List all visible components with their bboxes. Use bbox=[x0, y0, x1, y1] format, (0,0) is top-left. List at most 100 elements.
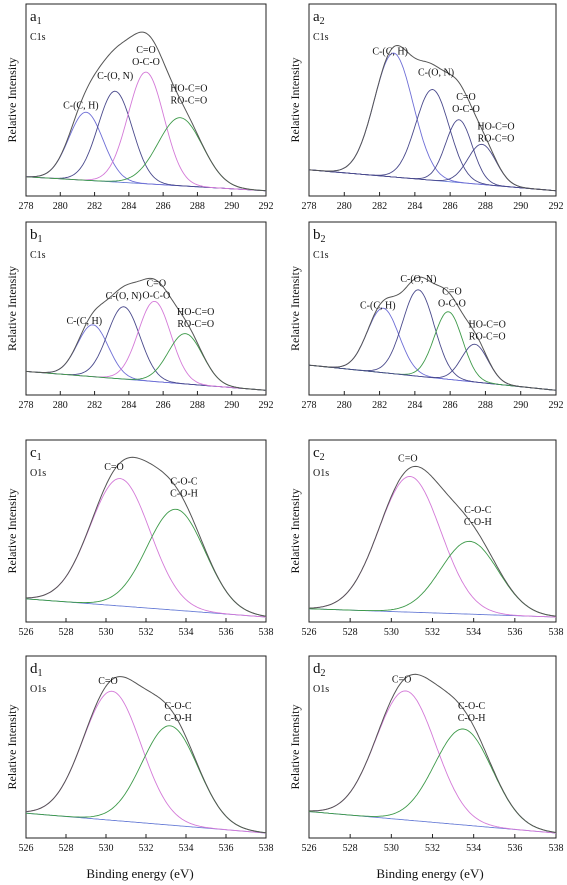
panel-c2: 526 528 530 532 534 536 538 c2 O1s Relative Inten… bbox=[288, 439, 564, 638]
x-tick-label: 538 bbox=[549, 627, 564, 638]
peak-curve-1 bbox=[309, 690, 557, 834]
x-tick-label: 532 bbox=[139, 627, 154, 638]
x-tick-label: 534 bbox=[466, 627, 481, 638]
peak-annotation: RO-C=O bbox=[469, 331, 506, 342]
x-tick-label: 292 bbox=[549, 400, 564, 411]
panel-label-subscript: 2 bbox=[320, 452, 325, 463]
peak-annotation: C-(C, H) bbox=[63, 101, 99, 112]
peak-curve-2 bbox=[308, 289, 557, 391]
x-tick-label: 292 bbox=[259, 400, 274, 411]
panel-label: a2 bbox=[313, 9, 325, 27]
peak-curve-2 bbox=[309, 540, 557, 617]
x-tick-label: 280 bbox=[53, 201, 68, 212]
x-tick-label: 286 bbox=[156, 201, 171, 212]
envelope-curve bbox=[25, 277, 267, 391]
y-axis-label: Relative Intensity bbox=[288, 58, 302, 143]
x-tick-label: 528 bbox=[343, 627, 358, 638]
x-tick-label: 534 bbox=[179, 627, 194, 638]
panel-label-subscript: 1 bbox=[38, 668, 43, 679]
peak-annotation: HO-C=O bbox=[170, 83, 207, 94]
x-tick-label: 286 bbox=[156, 400, 171, 411]
panel-label-subscript: 1 bbox=[38, 234, 43, 245]
y-axis-label: Relative Intensity bbox=[5, 489, 19, 574]
x-tick-label: 288 bbox=[190, 201, 205, 212]
peak-annotation: O-C-O bbox=[438, 298, 466, 309]
core-level-label: C1s bbox=[30, 32, 46, 43]
peak-annotation: C=O bbox=[104, 462, 124, 473]
core-level-label: C1s bbox=[313, 250, 329, 261]
x-tick-label: 286 bbox=[443, 201, 458, 212]
panel-label: b2 bbox=[313, 227, 326, 245]
peak-curve-1 bbox=[308, 476, 556, 618]
plot-frame bbox=[308, 221, 557, 396]
core-level-label: O1s bbox=[313, 468, 329, 479]
plot-frame bbox=[308, 3, 557, 197]
x-tick-label: 290 bbox=[224, 400, 239, 411]
x-tick-label: 530 bbox=[99, 627, 114, 638]
envelope-curve bbox=[309, 673, 557, 833]
peak-curve-4 bbox=[308, 343, 557, 391]
x-tick-label: 538 bbox=[549, 843, 564, 854]
panel-a1: 278 280 282 284 286 288 290 292 a1 C1s Relative In… bbox=[5, 3, 274, 212]
x-tick-label: 528 bbox=[343, 843, 358, 854]
y-axis-label: Relative Intensity bbox=[288, 705, 302, 790]
x-tick-label: 284 bbox=[407, 201, 422, 212]
y-axis-label: Relative Intensity bbox=[5, 266, 19, 351]
x-tick-label: 290 bbox=[224, 201, 239, 212]
x-tick-label: 284 bbox=[121, 201, 136, 212]
x-tick-label: 532 bbox=[425, 627, 440, 638]
panel-label: c2 bbox=[313, 445, 325, 463]
peak-annotation: HO-C=O bbox=[177, 307, 214, 318]
peak-annotation: C=O bbox=[136, 45, 156, 56]
plot-frame bbox=[25, 655, 267, 839]
peak-annotation: C-(O, N) bbox=[106, 291, 142, 302]
peak-curve-2 bbox=[25, 90, 267, 192]
x-tick-label: 284 bbox=[121, 400, 136, 411]
envelope-curve bbox=[25, 676, 267, 834]
figure-x-label: Binding energy (eV) bbox=[86, 866, 193, 881]
core-level-label: O1s bbox=[313, 684, 329, 695]
peak-annotation: C-(C, H) bbox=[372, 47, 408, 58]
core-level-label: C1s bbox=[30, 250, 46, 261]
peak-curve-2 bbox=[25, 508, 267, 617]
peak-annotation: O-C-O bbox=[142, 290, 170, 301]
y-axis-label: Relative Intensity bbox=[5, 58, 19, 143]
peak-annotation: C-O-H bbox=[464, 517, 492, 528]
x-tick-label: 288 bbox=[478, 400, 493, 411]
x-tick-label: 286 bbox=[443, 400, 458, 411]
x-tick-label: 528 bbox=[59, 843, 74, 854]
panel-label-subscript: 2 bbox=[320, 16, 325, 27]
x-tick-label: 536 bbox=[507, 627, 522, 638]
panel-label: b1 bbox=[30, 227, 43, 245]
peak-curve-3 bbox=[25, 71, 267, 192]
x-tick-label: 280 bbox=[337, 400, 352, 411]
x-tick-label: 538 bbox=[259, 843, 274, 854]
figure-x-label-right: Binding energy (eV) bbox=[376, 866, 483, 881]
panel-label: d1 bbox=[30, 661, 43, 679]
x-tick-label: 292 bbox=[259, 201, 274, 212]
x-tick-label: 280 bbox=[53, 400, 68, 411]
envelope-curve bbox=[308, 44, 557, 192]
x-tick-label: 290 bbox=[513, 201, 528, 212]
peak-annotation: C=O bbox=[456, 92, 476, 103]
peak-annotation: RO-C=O bbox=[170, 95, 207, 106]
peak-annotation: C-O-C bbox=[170, 477, 198, 488]
peak-curve-3 bbox=[308, 311, 557, 391]
panel-label: a1 bbox=[30, 9, 42, 27]
x-tick-label: 282 bbox=[87, 201, 102, 212]
panel-b2: 278 280 282 284 286 288 290 292 b2 C1s Relative In… bbox=[288, 221, 564, 411]
x-tick-label: 534 bbox=[179, 843, 194, 854]
y-axis-label: Relative Intensity bbox=[288, 489, 302, 574]
peak-curve-4 bbox=[308, 143, 557, 192]
x-tick-label: 278 bbox=[302, 201, 317, 212]
peak-annotation: C-(O, N) bbox=[97, 71, 133, 82]
x-tick-label: 278 bbox=[19, 201, 34, 212]
peak-annotation: O-C-O bbox=[452, 104, 480, 115]
panel-d2: 526 528 530 532 534 536 538 d2 O1s Relative Inten… bbox=[288, 655, 564, 854]
peak-annotation: C-O-C bbox=[458, 701, 486, 712]
x-tick-label: 526 bbox=[302, 627, 317, 638]
peak-annotation: C=O bbox=[147, 278, 167, 289]
peak-curve-2 bbox=[25, 725, 267, 834]
x-tick-label: 530 bbox=[384, 843, 399, 854]
